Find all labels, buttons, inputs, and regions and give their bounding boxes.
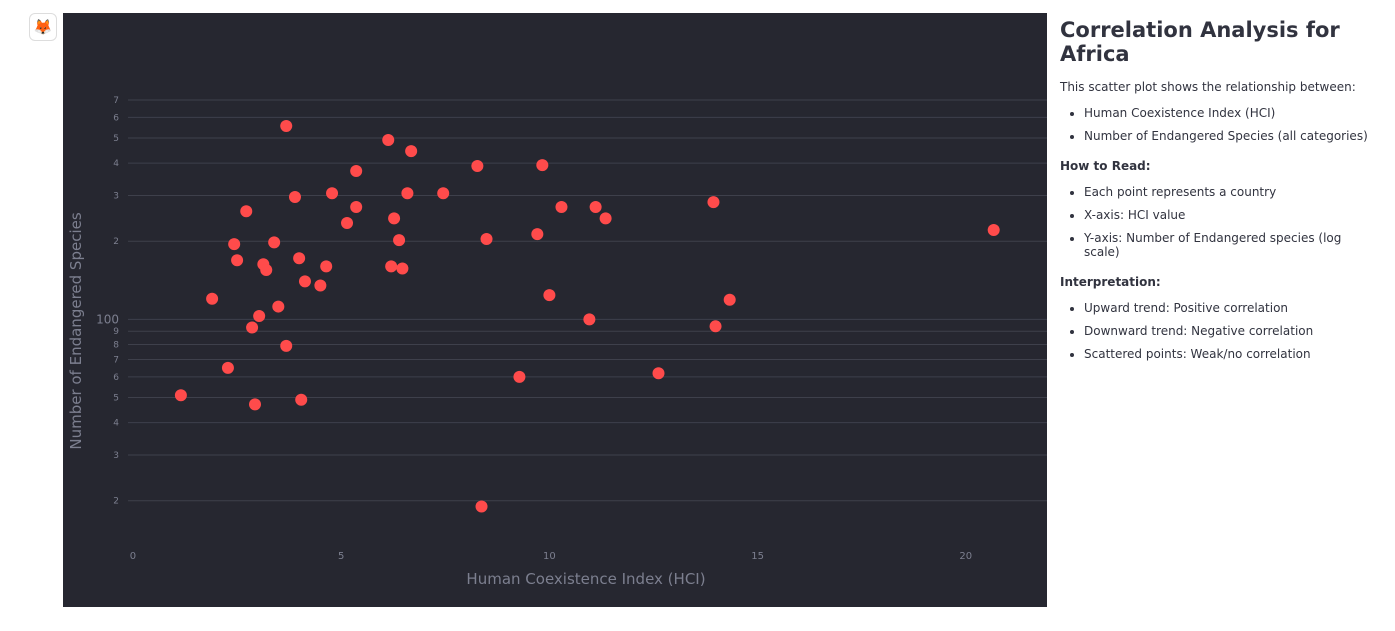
list-item: Human Coexistence Index (HCI) (1084, 106, 1380, 120)
y-axis-title: Number of Endangered Species (67, 212, 85, 449)
data-point (231, 254, 244, 267)
data-point (295, 393, 308, 406)
y-tick-label: 2 (113, 237, 119, 247)
data-point (253, 310, 266, 323)
list-item: Number of Endangered Species (all catego… (1084, 129, 1380, 143)
sidebar-title: Correlation Analysis for Africa (1060, 18, 1340, 66)
y-tick-label: 2 (113, 497, 119, 507)
data-point (589, 200, 602, 213)
y-tick-label: 100 (96, 312, 119, 326)
intro-list: Human Coexistence Index (HCI) Number of E… (1060, 106, 1380, 143)
x-tick-label: 10 (543, 551, 556, 562)
data-point (396, 262, 409, 275)
data-point (280, 120, 293, 133)
data-point (405, 145, 418, 158)
list-item: Y-axis: Number of Endangered species (lo… (1084, 231, 1380, 259)
sidebar: Correlation Analysis for Africa This scat… (1060, 18, 1380, 370)
data-point (385, 260, 398, 273)
y-tick-label: 4 (113, 419, 119, 429)
list-item: Upward trend: Positive correlation (1084, 301, 1380, 315)
list-item: Scattered points: Weak/no correlation (1084, 347, 1380, 361)
data-point (320, 260, 333, 273)
data-point (268, 236, 281, 249)
data-point (240, 205, 253, 218)
data-point (599, 212, 612, 225)
data-point (350, 164, 363, 177)
data-point (555, 200, 568, 213)
data-point (280, 339, 293, 352)
data-point (471, 159, 484, 172)
data-point (206, 292, 219, 305)
y-tick-label: 3 (113, 451, 119, 461)
data-point (475, 500, 488, 513)
intro-text: This scatter plot shows the relationship… (1060, 80, 1356, 94)
y-tick-label: 5 (113, 393, 119, 403)
data-point (709, 320, 722, 333)
data-point (174, 389, 187, 402)
y-tick-label: 7 (113, 356, 119, 366)
data-point (543, 289, 556, 302)
data-point (221, 361, 234, 374)
y-tick-label: 4 (113, 159, 119, 169)
data-point (326, 187, 339, 200)
data-point (652, 367, 665, 380)
y-tick-label: 8 (113, 340, 119, 350)
section-heading: Interpretation: (1060, 275, 1161, 289)
section-heading: How to Read: (1060, 159, 1151, 173)
x-axis-title: Human Coexistence Index (HCI) (466, 570, 705, 588)
plot-background (63, 13, 1047, 607)
y-tick-label: 3 (113, 192, 119, 202)
data-point (583, 313, 596, 326)
data-point (437, 187, 450, 200)
list-item: X-axis: HCI value (1084, 208, 1380, 222)
data-point (382, 134, 395, 147)
data-point (341, 217, 354, 230)
y-tick-label: 6 (113, 373, 119, 383)
data-point (536, 159, 549, 172)
x-tick-label: 15 (751, 551, 764, 562)
section-list: Upward trend: Positive correlation Downwa… (1060, 301, 1380, 361)
data-point (228, 238, 241, 251)
data-point (987, 223, 1000, 236)
data-point (531, 228, 544, 241)
x-tick-label: 20 (959, 551, 972, 562)
data-point (393, 234, 406, 247)
app-icon[interactable]: 🦊 (29, 13, 57, 41)
data-point (246, 321, 259, 334)
y-tick-label: 9 (113, 327, 119, 337)
data-point (388, 212, 401, 225)
data-point (350, 200, 363, 213)
x-tick-label: 5 (338, 551, 344, 562)
list-item: Downward trend: Negative correlation (1084, 324, 1380, 338)
data-point (249, 398, 262, 411)
data-point (401, 187, 414, 200)
data-point (288, 191, 301, 204)
y-tick-label: 6 (113, 113, 119, 123)
y-tick-label: 5 (113, 134, 119, 144)
y-tick-label: 7 (113, 96, 119, 106)
data-point (707, 196, 720, 209)
data-point (723, 293, 736, 306)
list-item: Each point represents a country (1084, 185, 1380, 199)
x-tick-label: 0 (130, 551, 136, 562)
section-list: Each point represents a country X-axis: H… (1060, 185, 1380, 259)
data-point (480, 232, 493, 245)
data-point (513, 370, 526, 383)
chart: Human Coexistence Index (HCI) Number of … (63, 13, 1047, 607)
data-point (314, 279, 327, 292)
data-point (272, 300, 285, 313)
data-point (298, 275, 311, 288)
data-point (293, 252, 306, 265)
data-point (260, 263, 273, 276)
